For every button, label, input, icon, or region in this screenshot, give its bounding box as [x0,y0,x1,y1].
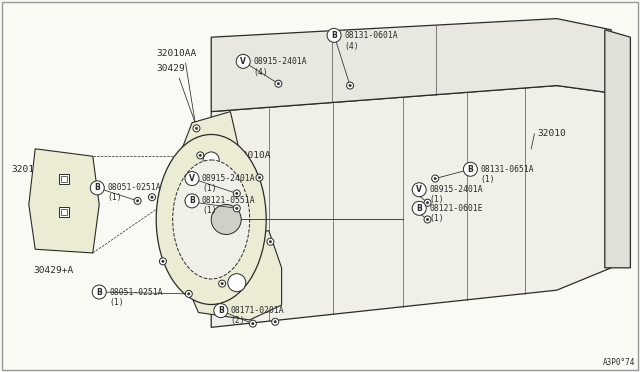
Circle shape [234,205,240,212]
Polygon shape [186,231,282,320]
Text: 08171-0201A: 08171-0201A [231,306,284,315]
Text: (1): (1) [202,206,216,215]
Ellipse shape [211,205,241,234]
Polygon shape [29,149,99,253]
Polygon shape [179,112,243,205]
Text: (1): (1) [481,175,495,184]
Circle shape [327,28,341,42]
Circle shape [426,218,429,221]
Circle shape [349,84,351,87]
Text: 08915-2401A: 08915-2401A [202,174,255,183]
Text: 30429+A: 30429+A [33,266,74,275]
Circle shape [193,125,200,132]
Text: 32010AB: 32010AB [12,165,52,174]
Circle shape [186,291,192,297]
Circle shape [185,194,199,208]
Circle shape [90,181,104,195]
Text: 08051-0251A: 08051-0251A [108,183,161,192]
Circle shape [196,152,204,159]
Text: B: B [97,288,102,296]
Circle shape [236,207,238,209]
Text: 30429: 30429 [157,64,186,73]
Text: (4): (4) [253,68,268,77]
Circle shape [463,162,477,176]
Text: (2): (2) [231,316,245,325]
Circle shape [432,175,438,182]
Ellipse shape [173,160,250,279]
Text: A3P0°74: A3P0°74 [603,358,635,367]
Text: 08121-0551A: 08121-0551A [202,196,255,205]
Circle shape [424,199,431,206]
Circle shape [277,83,280,85]
Circle shape [185,171,199,186]
Circle shape [134,198,141,204]
Circle shape [272,318,278,325]
Circle shape [236,192,238,195]
Text: 30429M: 30429M [240,292,275,301]
Circle shape [234,190,240,197]
Circle shape [204,152,219,168]
Circle shape [258,176,260,179]
Text: 08915-2401A: 08915-2401A [429,185,483,194]
Circle shape [214,304,228,318]
Circle shape [221,282,223,285]
Text: (1): (1) [109,298,124,307]
Circle shape [136,200,139,202]
Circle shape [274,321,276,323]
Text: B: B [468,165,473,174]
Text: V: V [240,57,246,66]
Circle shape [434,177,436,180]
Text: (1): (1) [429,195,444,204]
Text: B: B [332,31,337,40]
Circle shape [267,238,274,245]
Polygon shape [179,171,243,223]
Text: B: B [189,196,195,205]
Circle shape [151,196,153,198]
Circle shape [424,216,431,223]
Circle shape [347,82,353,89]
FancyBboxPatch shape [59,174,69,183]
Circle shape [159,258,166,265]
Circle shape [188,293,190,295]
Text: 32010AA: 32010AA [157,49,197,58]
Text: B: B [417,204,422,213]
Text: V: V [189,174,195,183]
Circle shape [148,194,156,201]
Circle shape [162,260,164,263]
Circle shape [275,80,282,87]
Text: 08131-0651A: 08131-0651A [481,165,534,174]
Circle shape [252,323,254,325]
Circle shape [195,127,198,129]
Circle shape [250,320,256,327]
Text: 32010A: 32010A [237,151,271,160]
Polygon shape [211,19,611,112]
Polygon shape [605,30,630,268]
Circle shape [228,274,246,292]
Text: 08131-0601A: 08131-0601A [344,31,397,40]
Polygon shape [211,86,611,327]
Circle shape [92,285,106,299]
Text: B: B [218,306,223,315]
Circle shape [269,241,271,243]
FancyBboxPatch shape [59,207,69,217]
Circle shape [426,202,429,204]
Circle shape [219,280,226,287]
Text: 08121-0601E: 08121-0601E [429,204,483,213]
Text: (1): (1) [429,214,444,223]
Ellipse shape [156,135,266,304]
Circle shape [256,174,263,181]
Text: (4): (4) [344,42,358,51]
Text: 08051-0251A: 08051-0251A [109,288,163,296]
Text: (1): (1) [108,193,122,202]
Text: 32010: 32010 [538,129,566,138]
Circle shape [412,183,426,197]
Circle shape [199,154,202,157]
Text: B: B [95,183,100,192]
Circle shape [236,54,250,68]
Text: (1): (1) [202,184,216,193]
Text: 08915-2401A: 08915-2401A [253,57,307,66]
Circle shape [412,201,426,215]
Text: V: V [416,185,422,194]
